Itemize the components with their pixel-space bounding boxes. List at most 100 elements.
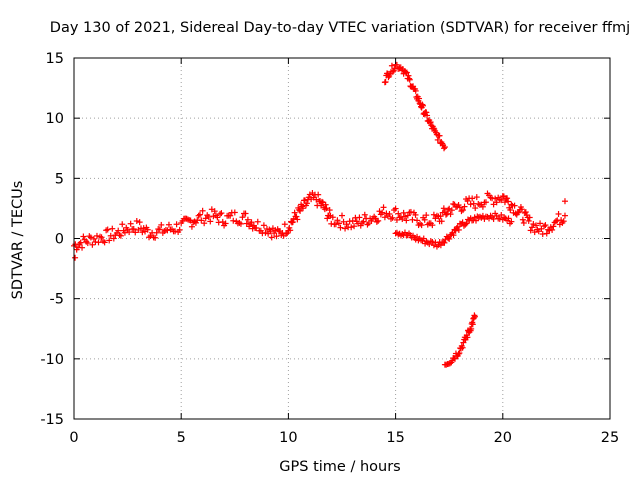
data-point xyxy=(492,195,499,202)
data-point xyxy=(195,212,202,219)
data-point xyxy=(89,241,96,248)
data-point xyxy=(462,221,469,228)
data-point xyxy=(126,229,133,236)
data-point xyxy=(184,216,191,223)
data-point xyxy=(493,199,500,206)
data-point xyxy=(395,210,402,217)
data-point xyxy=(437,213,444,220)
data-point xyxy=(416,100,423,107)
data-point xyxy=(441,145,448,152)
data-point xyxy=(343,221,350,228)
axis-ticks: 0 5 10 15 20 25 15 10 5 0 -5 -10 -15 xyxy=(40,51,619,446)
data-point xyxy=(505,215,512,222)
x-tick-label: 0 xyxy=(69,430,78,446)
x-tick-label: 10 xyxy=(279,430,297,446)
data-point xyxy=(297,207,304,214)
data-point xyxy=(158,221,165,228)
data-point xyxy=(456,204,463,211)
data-point xyxy=(468,325,475,332)
data-point xyxy=(375,217,382,224)
data-point xyxy=(211,208,218,215)
data-point xyxy=(80,233,87,240)
grid-lines xyxy=(74,58,610,419)
data-point xyxy=(459,344,466,351)
data-point xyxy=(381,214,388,221)
y-tick-label: -5 xyxy=(50,292,64,308)
data-point xyxy=(423,212,430,219)
data-point xyxy=(153,229,160,236)
data-point xyxy=(473,194,480,201)
data-point xyxy=(418,222,425,229)
data-point xyxy=(404,212,411,219)
data-point xyxy=(227,212,234,219)
data-point xyxy=(334,217,341,224)
data-point xyxy=(496,215,503,222)
data-point xyxy=(136,219,143,226)
data-point xyxy=(440,205,447,212)
chart-title: Day 130 of 2021, Sidereal Day-to-day VTE… xyxy=(50,20,630,36)
data-point xyxy=(530,221,537,228)
data-point xyxy=(202,215,209,222)
data-point xyxy=(121,229,128,236)
data-point xyxy=(403,217,410,224)
x-tick-label: 15 xyxy=(386,430,404,446)
data-point xyxy=(296,206,303,213)
data-point xyxy=(522,209,529,216)
y-axis-label: SDTVAR / TECUs xyxy=(10,181,26,300)
data-point xyxy=(406,75,413,82)
data-point xyxy=(409,216,416,223)
data-point xyxy=(446,235,453,242)
data-point xyxy=(101,239,108,246)
data-point xyxy=(471,313,478,320)
data-point xyxy=(376,208,383,215)
data-point xyxy=(552,218,559,225)
data-point xyxy=(419,102,426,109)
data-point xyxy=(106,237,113,244)
data-point xyxy=(507,206,514,213)
data-point xyxy=(437,242,444,249)
data-point xyxy=(393,61,400,68)
data-point xyxy=(329,214,336,221)
data-point xyxy=(271,230,278,237)
data-point xyxy=(130,225,137,232)
data-point xyxy=(116,232,123,239)
data-point xyxy=(555,210,562,217)
data-point xyxy=(348,224,355,231)
data-point xyxy=(448,207,455,214)
data-point xyxy=(455,226,462,233)
y-tick-label: -15 xyxy=(40,412,64,428)
data-point xyxy=(72,254,79,261)
data-point xyxy=(455,350,462,357)
data-point xyxy=(508,201,515,208)
data-point xyxy=(196,211,203,218)
data-point xyxy=(518,206,525,213)
data-point xyxy=(109,225,116,232)
data-point xyxy=(357,222,364,229)
data-point xyxy=(335,220,342,227)
data-point xyxy=(447,211,454,218)
data-point xyxy=(379,209,386,216)
data-point xyxy=(542,222,549,229)
data-point xyxy=(165,221,172,228)
data-point xyxy=(504,195,511,202)
data-point xyxy=(104,226,111,233)
data-point xyxy=(450,200,457,207)
data-point xyxy=(294,216,301,223)
y-tick-label: 0 xyxy=(55,232,64,248)
data-point xyxy=(156,226,163,233)
data-point xyxy=(560,218,567,225)
data-point xyxy=(479,212,486,219)
data-point xyxy=(205,213,212,220)
data-point xyxy=(283,230,290,237)
data-point xyxy=(405,72,412,79)
data-point xyxy=(459,207,466,214)
data-point xyxy=(464,334,471,341)
data-point xyxy=(287,227,294,234)
data-point xyxy=(300,205,307,212)
data-point xyxy=(262,229,269,236)
data-point xyxy=(511,202,518,209)
data-point xyxy=(427,119,434,126)
data-point xyxy=(230,217,237,224)
data-point xyxy=(176,226,183,233)
